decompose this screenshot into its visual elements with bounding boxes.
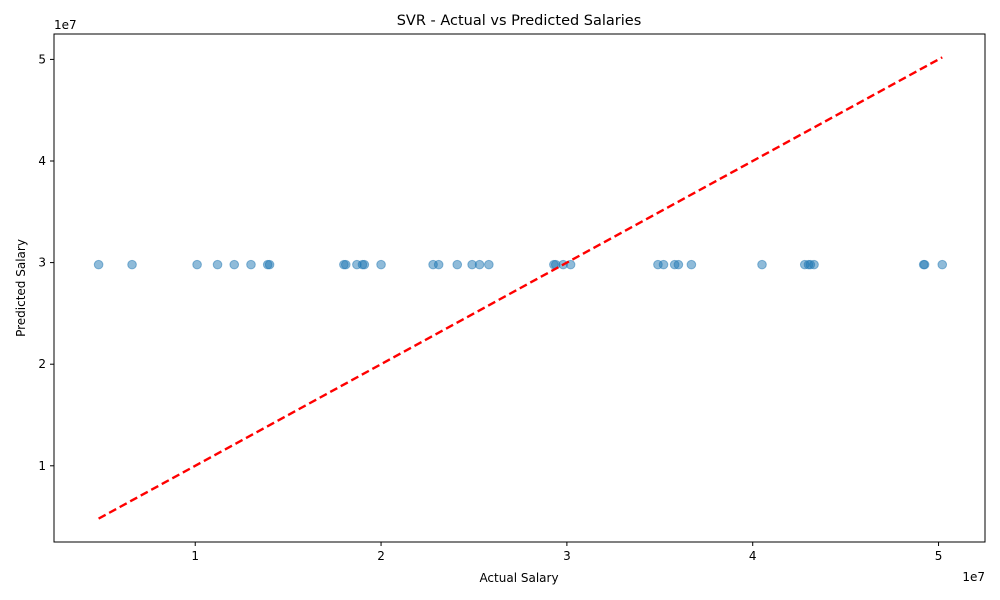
data-point — [229, 259, 240, 270]
data-point — [919, 259, 930, 270]
data-point — [246, 259, 256, 270]
data-point — [809, 259, 819, 270]
data-point — [474, 259, 485, 270]
data-point — [484, 259, 494, 270]
y-axis: 1 2 3 4 5 — [38, 52, 54, 473]
data-point — [937, 259, 948, 270]
data-point — [673, 259, 684, 270]
data-point — [212, 259, 223, 270]
y-axis-offset-label: 1e7 — [54, 18, 77, 32]
data-point — [658, 259, 669, 270]
data-point — [376, 259, 386, 270]
data-point — [127, 259, 137, 270]
x-axis-label: Actual Salary — [479, 571, 558, 585]
y-tick-label: 1 — [38, 459, 46, 473]
data-point — [93, 259, 104, 270]
x-tick-label: 1 — [191, 549, 199, 563]
x-axis-offset-label: 1e7 — [962, 570, 985, 584]
chart-title: SVR - Actual vs Predicted Salaries — [397, 13, 642, 29]
y-tick-label: 2 — [38, 357, 46, 371]
y-axis-label: Predicted Salary — [14, 239, 28, 337]
data-point — [757, 259, 767, 270]
data-point — [264, 259, 275, 270]
data-point — [192, 259, 202, 270]
x-tick-label: 5 — [935, 549, 943, 563]
x-tick-label: 4 — [749, 549, 757, 563]
x-tick-label: 3 — [563, 549, 571, 563]
data-point — [433, 259, 444, 270]
data-point — [686, 259, 697, 270]
x-tick-label: 2 — [377, 549, 385, 563]
y-tick-label: 5 — [38, 52, 46, 66]
data-point — [452, 259, 463, 270]
reference-line — [98, 56, 943, 520]
plot-area — [93, 56, 948, 520]
data-point — [359, 259, 370, 270]
x-axis: 1 2 3 4 5 — [191, 542, 942, 563]
data-point — [340, 259, 351, 270]
axes-frame — [53, 33, 986, 543]
y-tick-label: 3 — [38, 256, 46, 270]
y-tick-label: 4 — [38, 154, 46, 168]
